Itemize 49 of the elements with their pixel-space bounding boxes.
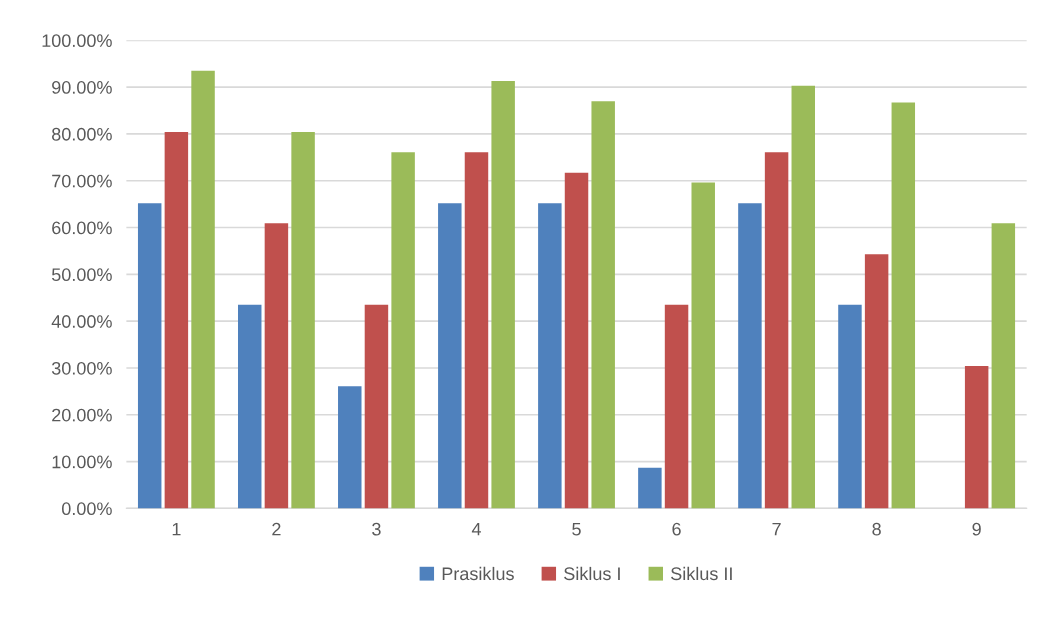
x-tick-label: 5 (572, 522, 581, 536)
y-tick-label: 50.00% (51, 268, 112, 282)
legend-label: Prasiklus (442, 566, 514, 581)
y-tick-label: 10.00% (52, 455, 112, 469)
bar (264, 223, 289, 509)
bar (691, 182, 715, 509)
bar (191, 70, 215, 509)
y-tick-label: 0.00% (61, 502, 112, 516)
x-tick-label: 6 (672, 522, 681, 536)
y-tick-label: 30.00% (51, 361, 112, 375)
y-tick-label: 60.00% (52, 221, 112, 235)
bar (438, 203, 462, 509)
bar (838, 304, 862, 509)
bar (638, 467, 662, 509)
bar (591, 101, 615, 509)
bar (764, 152, 789, 509)
y-tick-label: 90.00% (52, 81, 112, 94)
bar (664, 304, 689, 509)
y-tick-label: 70.00% (52, 174, 112, 188)
bar (991, 223, 1016, 509)
bar (391, 152, 415, 509)
x-tick-label: 2 (272, 522, 281, 536)
bar (338, 386, 362, 509)
x-tick-label: 9 (972, 522, 981, 536)
bar (864, 254, 889, 509)
x-tick-label: 8 (872, 522, 881, 536)
x-tick-label: 7 (772, 522, 781, 536)
bar (238, 304, 262, 509)
bar (491, 81, 515, 509)
legend-label: Siklus I (564, 566, 620, 581)
y-tick-label: 80.00% (52, 127, 112, 141)
bar (738, 203, 762, 509)
x-tick-label: 4 (471, 522, 481, 536)
x-tick-label: 3 (372, 522, 381, 536)
bar (564, 172, 589, 509)
y-tick-label: 20.00% (52, 408, 112, 422)
y-tick-label: 40.00% (51, 315, 112, 328)
bar (364, 304, 389, 509)
bar (291, 132, 315, 509)
y-tick-label: 100.00% (42, 34, 112, 48)
bar (464, 152, 489, 509)
bar (891, 102, 916, 509)
bar (538, 203, 562, 509)
bar (791, 85, 815, 509)
bar (164, 132, 189, 509)
x-tick-label: 1 (172, 522, 181, 536)
bar (137, 203, 162, 509)
bar (964, 366, 989, 509)
legend-label: Siklus II (671, 566, 732, 581)
